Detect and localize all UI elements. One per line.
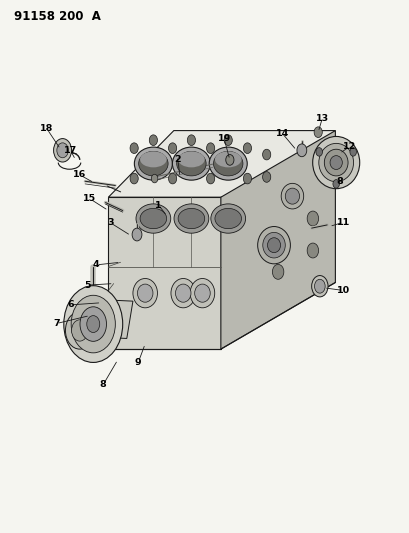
Circle shape <box>169 143 177 154</box>
Text: 13: 13 <box>316 114 329 123</box>
Ellipse shape <box>319 143 353 182</box>
Ellipse shape <box>324 149 348 176</box>
Ellipse shape <box>175 284 191 302</box>
Ellipse shape <box>174 204 209 233</box>
Polygon shape <box>221 131 335 349</box>
Ellipse shape <box>195 284 210 302</box>
Circle shape <box>243 143 252 154</box>
Text: 10: 10 <box>337 286 350 295</box>
Circle shape <box>333 180 339 188</box>
Ellipse shape <box>209 147 247 180</box>
Text: 1: 1 <box>155 201 162 209</box>
Ellipse shape <box>171 278 196 308</box>
Ellipse shape <box>136 204 171 233</box>
Ellipse shape <box>267 238 281 253</box>
Circle shape <box>263 172 271 182</box>
Circle shape <box>314 127 322 138</box>
Circle shape <box>54 139 72 162</box>
Circle shape <box>297 144 307 157</box>
Text: 2: 2 <box>175 156 181 164</box>
Circle shape <box>307 243 319 258</box>
Ellipse shape <box>140 151 167 167</box>
Text: 19: 19 <box>218 134 231 143</box>
Circle shape <box>307 211 319 226</box>
Text: 18: 18 <box>40 125 54 133</box>
Ellipse shape <box>285 188 299 204</box>
Ellipse shape <box>177 151 206 176</box>
Circle shape <box>130 143 138 154</box>
Ellipse shape <box>281 183 303 209</box>
Ellipse shape <box>190 278 215 308</box>
Circle shape <box>57 143 68 158</box>
Circle shape <box>243 173 252 184</box>
Text: 7: 7 <box>53 319 60 328</box>
Text: 16: 16 <box>73 171 86 179</box>
Text: 14: 14 <box>276 129 289 138</box>
Polygon shape <box>70 298 133 338</box>
Polygon shape <box>108 131 335 197</box>
Text: 11: 11 <box>337 218 350 227</box>
Text: 91158 200  A: 91158 200 A <box>14 10 101 23</box>
Circle shape <box>64 286 123 362</box>
Text: 8: 8 <box>336 177 343 185</box>
Text: 9: 9 <box>135 358 142 367</box>
Text: 6: 6 <box>67 301 74 309</box>
Circle shape <box>130 173 138 184</box>
Ellipse shape <box>215 208 241 229</box>
Ellipse shape <box>137 284 153 302</box>
Text: 12: 12 <box>343 142 356 151</box>
Ellipse shape <box>178 208 204 229</box>
Ellipse shape <box>173 147 210 180</box>
Circle shape <box>151 174 158 183</box>
Circle shape <box>80 307 106 341</box>
Circle shape <box>263 149 271 160</box>
Ellipse shape <box>178 151 204 167</box>
Circle shape <box>187 135 196 146</box>
Circle shape <box>315 279 325 293</box>
Circle shape <box>132 228 142 241</box>
Circle shape <box>207 173 215 184</box>
Ellipse shape <box>263 232 285 258</box>
Circle shape <box>169 173 177 184</box>
Text: 15: 15 <box>83 195 97 203</box>
Text: 17: 17 <box>64 146 77 155</box>
Ellipse shape <box>211 204 245 233</box>
Ellipse shape <box>133 278 157 308</box>
Circle shape <box>207 143 215 154</box>
Text: 4: 4 <box>93 261 99 269</box>
Circle shape <box>87 316 100 333</box>
Ellipse shape <box>330 156 342 169</box>
Circle shape <box>316 148 322 156</box>
Ellipse shape <box>140 208 167 229</box>
Circle shape <box>272 264 284 279</box>
Circle shape <box>65 312 94 349</box>
Ellipse shape <box>139 151 168 176</box>
Polygon shape <box>108 197 221 349</box>
Circle shape <box>312 276 328 297</box>
Text: 8: 8 <box>100 381 106 389</box>
Circle shape <box>72 320 88 341</box>
Ellipse shape <box>134 147 173 180</box>
Circle shape <box>71 295 115 353</box>
Ellipse shape <box>312 136 360 189</box>
Ellipse shape <box>213 151 243 176</box>
Circle shape <box>224 135 232 146</box>
Ellipse shape <box>215 151 241 167</box>
Circle shape <box>350 148 357 156</box>
Ellipse shape <box>258 227 290 264</box>
Text: 3: 3 <box>107 219 114 227</box>
Circle shape <box>226 155 234 165</box>
Circle shape <box>149 135 157 146</box>
Text: 5: 5 <box>84 281 90 289</box>
